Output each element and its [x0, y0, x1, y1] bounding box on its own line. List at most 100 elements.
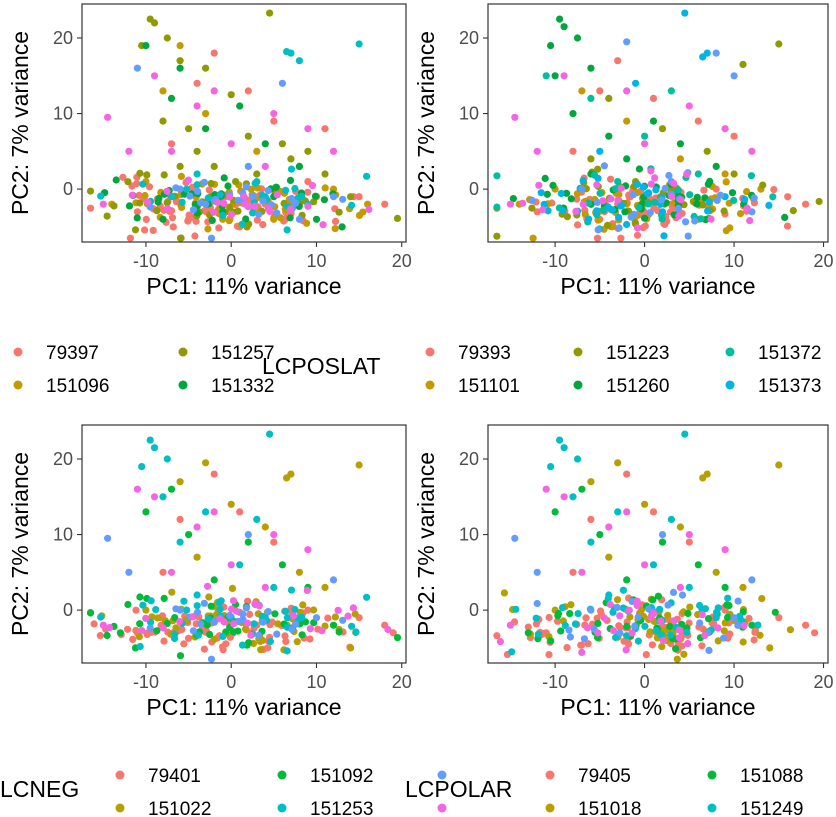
point-s5-23	[125, 568, 133, 576]
point-s4-50	[623, 155, 631, 163]
point-s8-16	[579, 200, 587, 208]
point-s3-11	[493, 232, 501, 240]
point-s7-25	[210, 87, 218, 95]
point-s1-4	[574, 221, 582, 229]
point-s7-31	[167, 147, 176, 155]
point-s1-75	[167, 140, 176, 148]
y-tick-label: 10	[459, 104, 479, 124]
point-s1-43	[268, 618, 276, 626]
point-s1-68	[281, 632, 289, 640]
point-s5-1	[664, 601, 672, 609]
point-s1-71	[244, 87, 252, 95]
legend-key	[178, 347, 188, 357]
point-s6-17	[622, 646, 630, 654]
point-s3-22	[528, 204, 536, 212]
point-s1-79	[784, 193, 792, 201]
point-s1-27	[563, 644, 571, 652]
point-s1-13	[246, 610, 254, 619]
point-s5-7	[139, 180, 147, 188]
legend-label: 79393	[458, 343, 511, 364]
point-s5-15	[747, 172, 756, 180]
point-s6-19	[229, 597, 238, 605]
point-s2-11	[613, 596, 622, 604]
legend-label: 151260	[606, 376, 669, 397]
point-s5-9	[734, 621, 742, 629]
point-s5-13	[566, 633, 575, 641]
point-s6-7	[334, 606, 342, 614]
point-s2-59	[587, 478, 595, 486]
point-s3-40	[587, 155, 595, 163]
point-s2-46	[210, 635, 218, 643]
point-s7-24	[150, 72, 159, 80]
y-tick-label: 10	[53, 104, 73, 124]
point-s3-26	[206, 630, 214, 639]
point-s3-23	[566, 610, 574, 618]
point-s1-77	[587, 515, 595, 524]
point-s4-46	[159, 215, 167, 223]
pca-panel-3: -10 0 10 20 0 10 20 PC1: 11% variance PC2: 7% va…	[0, 424, 447, 817]
point-s5-17	[650, 198, 659, 206]
point-s2-62	[193, 553, 201, 561]
point-s2-33	[355, 211, 364, 219]
point-s2-2	[743, 188, 751, 196]
point-s6-22	[249, 192, 257, 200]
x-axis-label: PC1: 11% variance	[560, 273, 755, 299]
point-s2-15	[720, 627, 728, 635]
point-s3-51	[278, 140, 286, 148]
point-s6-0	[628, 629, 636, 637]
point-s4-30	[216, 605, 224, 613]
point-s6-3	[557, 189, 565, 198]
point-s3-45	[210, 576, 218, 584]
point-s4-30	[571, 620, 580, 628]
point-s4-20	[147, 618, 155, 626]
point-s7-5	[264, 204, 272, 212]
point-s3-40	[167, 485, 176, 493]
point-s6-19	[765, 201, 773, 209]
point-s2-43	[615, 190, 623, 199]
point-s3-13	[298, 631, 306, 639]
legend-key	[115, 803, 125, 813]
point-s3-25	[724, 613, 732, 622]
point-s5-2	[669, 588, 678, 597]
point-s4-10	[754, 621, 762, 629]
point-s3-20	[723, 601, 731, 609]
point-s4-38	[619, 586, 628, 594]
point-s6-25	[133, 64, 141, 72]
legend-key	[277, 803, 287, 813]
point-s1-74	[321, 125, 329, 133]
point-s6-31	[227, 561, 235, 569]
point-s7-22	[104, 113, 112, 121]
point-s4-47	[667, 515, 676, 524]
point-s3-45	[623, 576, 631, 584]
point-s5-4	[283, 226, 291, 234]
point-s1-80	[802, 200, 810, 208]
point-s3-52	[193, 147, 201, 155]
point-s4-9	[348, 622, 356, 630]
point-s1-25	[129, 635, 137, 644]
x-tick-label: 0	[226, 251, 236, 271]
point-s7-3	[627, 213, 635, 221]
point-s1-50	[648, 641, 657, 649]
point-s4-22	[574, 610, 582, 618]
panel-border	[81, 3, 407, 243]
point-s7-29	[227, 140, 235, 148]
point-s3-44	[266, 9, 274, 17]
point-s5-26	[176, 606, 184, 614]
point-s2-61	[676, 523, 685, 531]
point-s4-15	[509, 195, 517, 203]
x-tick-label: 0	[640, 251, 650, 271]
point-s4-37	[167, 94, 176, 102]
point-s7-30	[329, 147, 338, 155]
legend-key	[13, 380, 23, 390]
point-s6-20	[698, 611, 706, 619]
point-s1-26	[607, 175, 615, 183]
point-s1-79	[569, 568, 577, 576]
point-s4-41	[150, 444, 159, 452]
x-tick-label: 20	[392, 251, 412, 271]
point-s6-32	[578, 568, 586, 576]
point-s6-24	[604, 203, 612, 211]
point-s5-2	[291, 184, 299, 193]
legend-key	[13, 347, 23, 357]
point-s2-50	[141, 191, 149, 200]
point-s3-18	[153, 627, 161, 635]
